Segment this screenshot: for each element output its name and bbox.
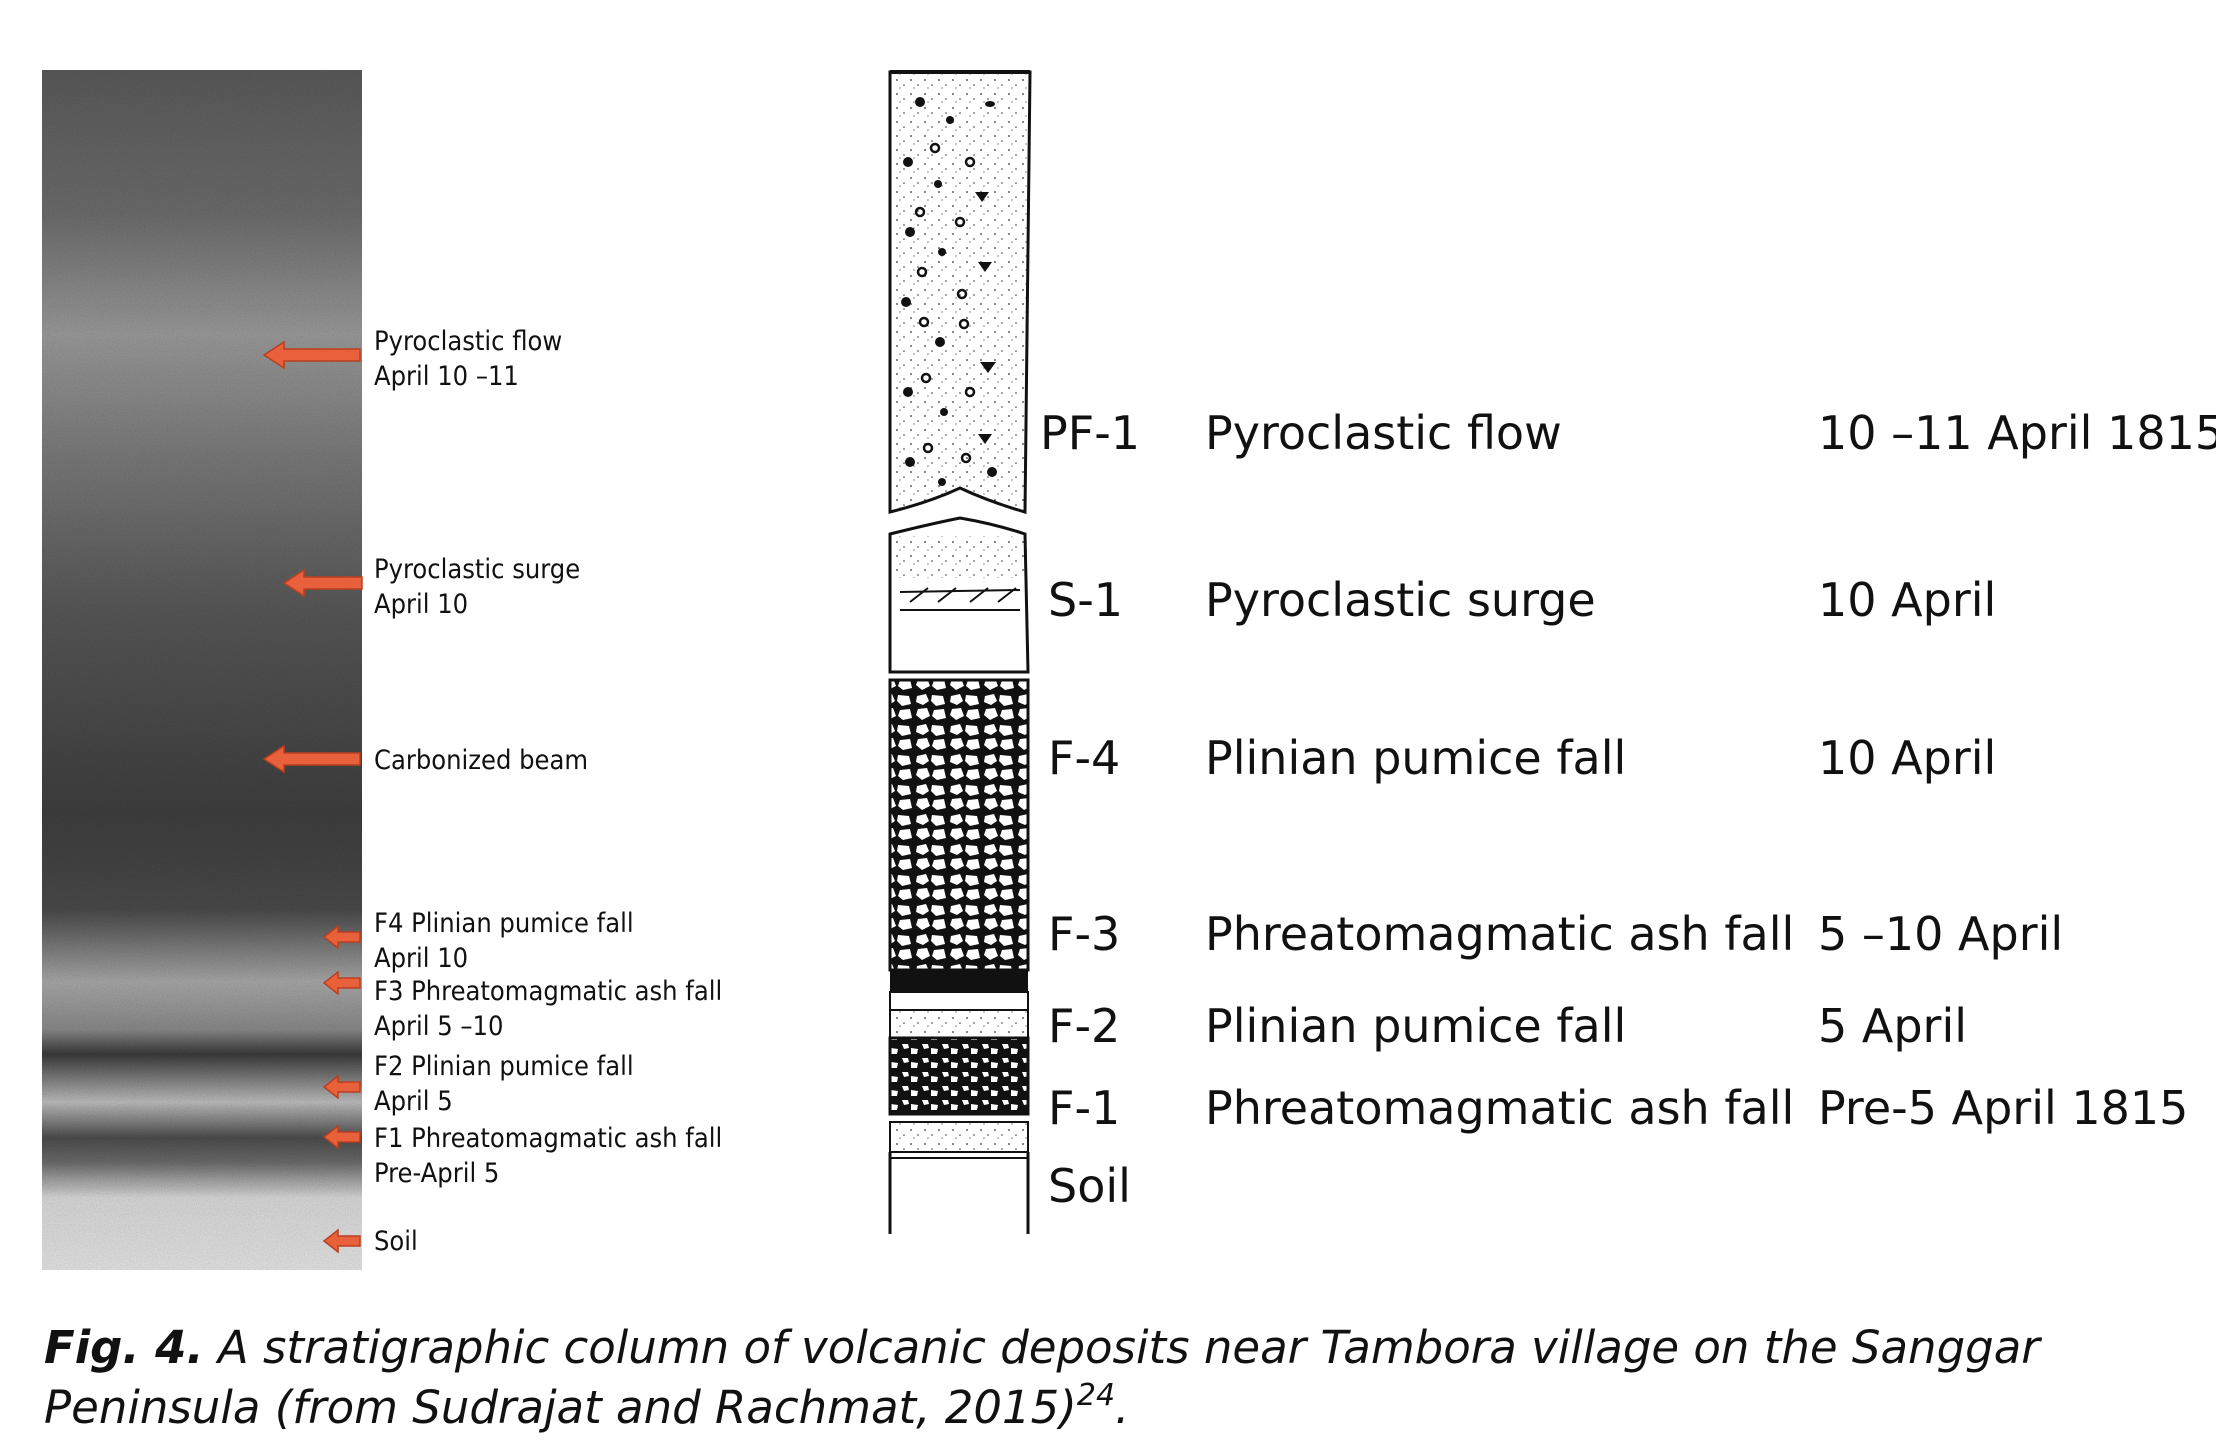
arrow-icon (262, 744, 361, 774)
annotation-title: Pyroclastic flow (374, 326, 563, 357)
annotation-date: April 5 (374, 1086, 453, 1117)
arrow-icon (262, 340, 361, 370)
outcrop-photograph (42, 70, 362, 1270)
arrow-icon (282, 568, 363, 598)
layer-code: F-2 (1048, 999, 1121, 1053)
annotation-title: Pyroclastic surge (374, 554, 581, 585)
annotation-title: F1 Phreatomagmatic ash fall (374, 1123, 723, 1154)
arrow-icon (322, 924, 361, 950)
stratigraphic-column (880, 62, 1060, 1242)
caption-end: . (1115, 1381, 1130, 1434)
layer-code: F-4 (1048, 731, 1121, 785)
annotation-title: Carbonized beam (374, 745, 589, 776)
layer-code: F-3 (1048, 907, 1121, 961)
figure-caption: Fig. 4. A stratigraphic column of volcan… (44, 1318, 2184, 1438)
annotation-date: Pre-April 5 (374, 1158, 500, 1189)
outcrop-photo-image (42, 70, 362, 1270)
pyroclastic-flow-clasts (901, 97, 997, 486)
annotation-date: April 10 –11 (374, 361, 519, 392)
annotation-title: Soil (374, 1226, 418, 1257)
arrow-icon (322, 1228, 361, 1254)
layer-code: Soil (1048, 1159, 1131, 1213)
annotation-title: F3 Phreatomagmatic ash fall (374, 976, 723, 1007)
layer-date: 5 –10 April (1818, 907, 2064, 961)
layer-description: Pyroclastic flow (1205, 406, 1562, 460)
layer-description: Plinian pumice fall (1205, 731, 1627, 785)
arrow-icon (322, 1124, 361, 1150)
layer-code: PF-1 (1040, 406, 1141, 460)
arrow-icon (322, 1074, 361, 1100)
layer-date: 10 –11 April 1815 (1818, 406, 2216, 460)
annotation-date: April 10 (374, 589, 469, 620)
surge-cross-bedding (899, 587, 1021, 611)
layer-date: Pre-5 April 1815 (1818, 1081, 2189, 1135)
annotation-date: April 5 –10 (374, 1011, 504, 1042)
layer-description: Pyroclastic surge (1205, 573, 1596, 627)
layer-date: 10 April (1818, 573, 1997, 627)
layer-date: 10 April (1818, 731, 1997, 785)
layer-description: Phreatomagmatic ash fall (1205, 1081, 1795, 1135)
caption-text: A stratigraphic column of volcanic depos… (44, 1321, 2040, 1434)
layer-description: Phreatomagmatic ash fall (1205, 907, 1795, 961)
annotation-title: F4 Plinian pumice fall (374, 908, 634, 939)
arrow-icon (322, 970, 361, 996)
annotation-date: April 10 (374, 943, 469, 974)
reference-number: 24 (1076, 1378, 1116, 1413)
layer-description: Plinian pumice fall (1205, 999, 1627, 1053)
layer-code: S-1 (1048, 573, 1124, 627)
layer-date: 5 April (1818, 999, 1968, 1053)
layer-code: F-1 (1048, 1081, 1121, 1135)
figure-label: Fig. 4. (44, 1321, 204, 1374)
stratigraphic-column-drawing (888, 70, 1032, 1234)
annotation-title: F2 Plinian pumice fall (374, 1051, 634, 1082)
